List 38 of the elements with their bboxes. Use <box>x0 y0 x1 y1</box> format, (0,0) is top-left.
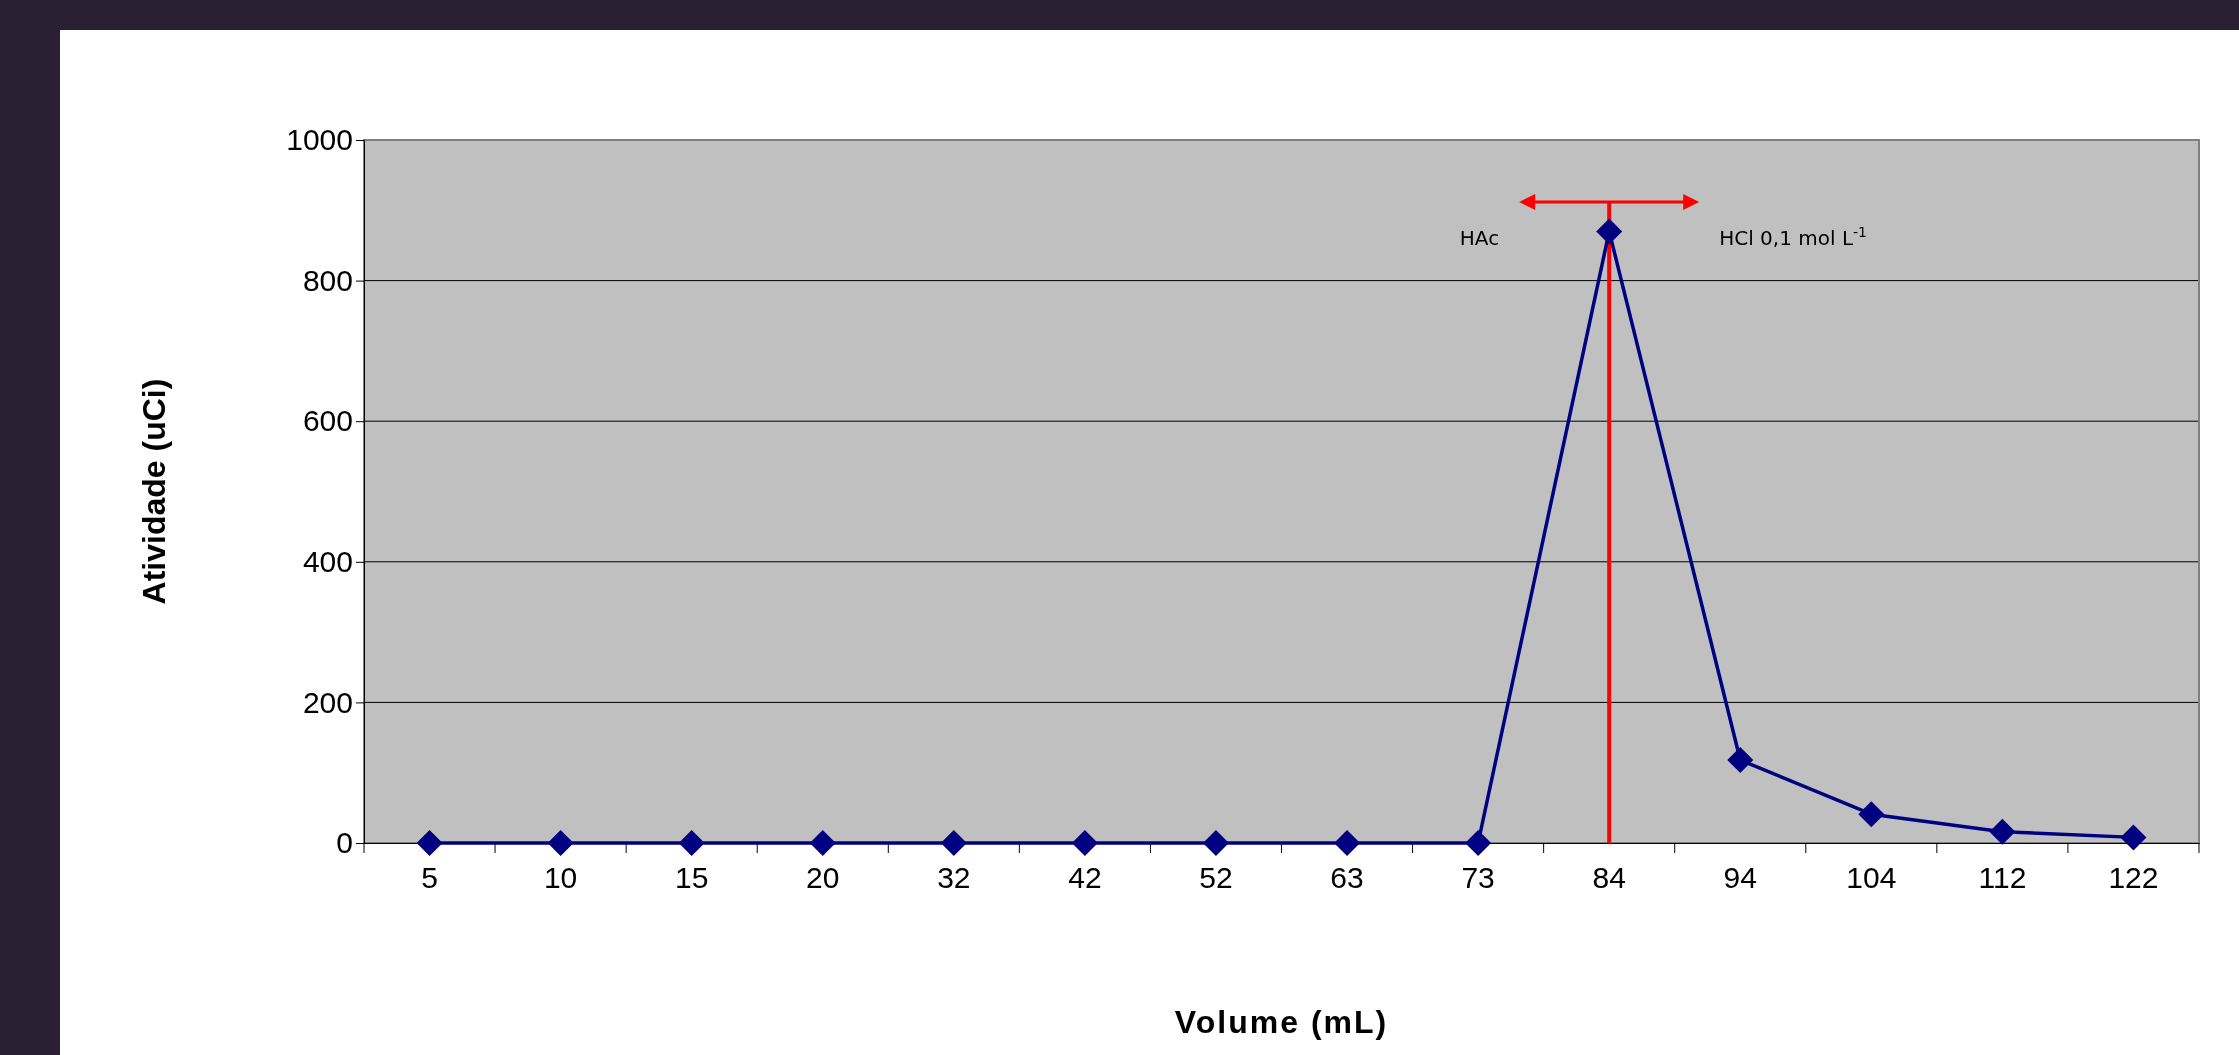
x-tick-label: 112 <box>1978 861 2027 895</box>
point <box>1727 747 1754 774</box>
y-tick-label: 0 <box>336 826 353 860</box>
point <box>1071 830 1098 856</box>
y-tick-label: 800 <box>302 263 353 297</box>
point <box>1858 801 1885 828</box>
point <box>547 830 574 856</box>
point <box>1334 830 1361 856</box>
point <box>1989 818 2016 845</box>
point <box>1465 830 1492 856</box>
y-tick-label: 1000 <box>286 123 353 157</box>
point <box>678 830 705 856</box>
point <box>2120 824 2147 851</box>
y-tick-label: 400 <box>302 544 353 578</box>
x-tick-label: 122 <box>2108 861 2159 895</box>
y-axis-title: Atividade (uCi) <box>136 378 172 605</box>
x-tick-label: 104 <box>1846 861 1897 895</box>
y-tick-label: 600 <box>302 404 353 438</box>
x-tick-label: 52 <box>1199 861 1233 895</box>
x-tick-label: 42 <box>1068 861 1102 895</box>
x-tick-label: 15 <box>674 861 709 895</box>
x-tick-label: 73 <box>1461 861 1495 895</box>
x-tick-label: 63 <box>1330 861 1364 895</box>
y-tick-label: 200 <box>302 685 353 719</box>
x-tick-label: 10 <box>543 861 578 895</box>
point <box>1202 830 1229 856</box>
x-tick-label: 5 <box>421 861 438 895</box>
point <box>809 830 836 856</box>
point <box>1596 218 1623 245</box>
x-tick-label: 94 <box>1723 861 1757 895</box>
point <box>940 830 967 856</box>
x-tick-label: 20 <box>806 861 840 895</box>
x-tick-label: 32 <box>937 861 971 895</box>
point <box>416 830 443 856</box>
annotation: HAc <box>1459 226 1500 250</box>
x-tick-label: 84 <box>1592 861 1626 895</box>
annotation: HCl 0,1 mol L$^{-1}$ <box>1719 224 1868 250</box>
x-axis-title: Volume (mL) <box>1174 1004 1389 1040</box>
